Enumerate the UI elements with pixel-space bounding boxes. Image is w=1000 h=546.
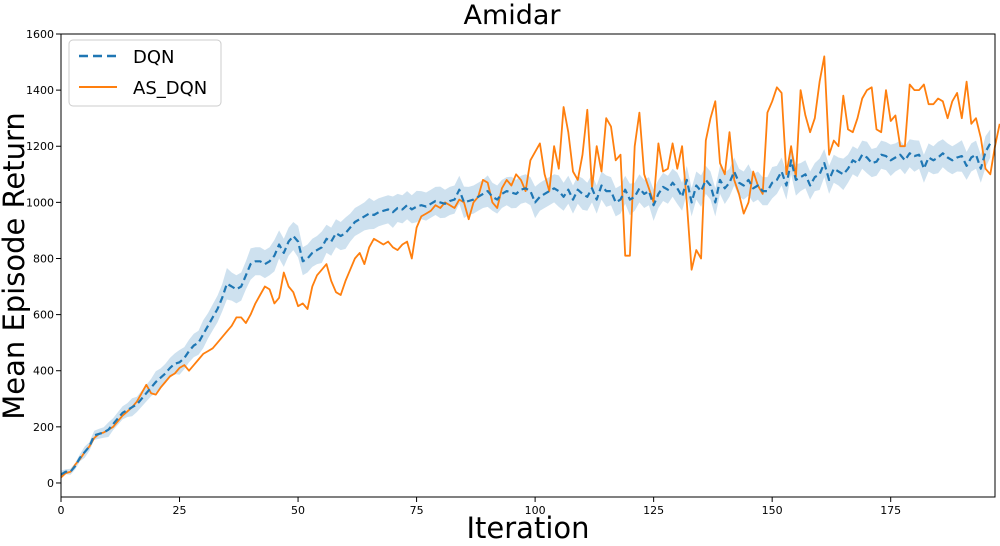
y-tick-label: 200: [33, 421, 54, 434]
x-axis-title: Iteration: [466, 511, 589, 545]
y-tick-label: 1600: [26, 28, 54, 41]
y-tick-label: 1400: [26, 84, 54, 97]
y-tick-label: 600: [33, 309, 54, 322]
x-tick-label: 0: [58, 504, 65, 517]
y-axis: 0 200 400 600 800 1000 1200 1400 1600: [26, 28, 61, 490]
y-axis-title: Mean Episode Return: [0, 112, 31, 420]
x-tick-label: 175: [880, 504, 901, 517]
x-tick-label: 125: [643, 504, 664, 517]
legend-label-as-dqn: AS_DQN: [133, 78, 207, 99]
series-line-as-dqn: [60, 55, 1000, 479]
series-line-dqn: [60, 142, 992, 476]
dqn-band-layer: [61, 129, 991, 479]
x-tick-label: 50: [291, 504, 305, 517]
chart-title: Amidar: [463, 0, 561, 31]
x-tick-label: 150: [762, 504, 783, 517]
x-tick-label: 100: [525, 504, 546, 517]
y-tick-label: 800: [33, 252, 54, 265]
y-tick-label: 1200: [26, 140, 54, 153]
x-tick-label: 25: [173, 504, 187, 517]
series-layer: [60, 55, 1000, 479]
plot-frame: [60, 33, 996, 498]
x-axis: 0 25 50 75 100 125 150 175: [58, 497, 901, 517]
legend-label-dqn: DQN: [133, 47, 175, 68]
legend: DQN AS_DQN: [68, 39, 222, 107]
dqn-confidence-band: [61, 129, 991, 479]
y-tick-label: 400: [33, 365, 54, 378]
x-tick-label: 75: [410, 504, 424, 517]
y-tick-label: 0: [47, 477, 54, 490]
y-tick-label: 1000: [26, 196, 54, 209]
